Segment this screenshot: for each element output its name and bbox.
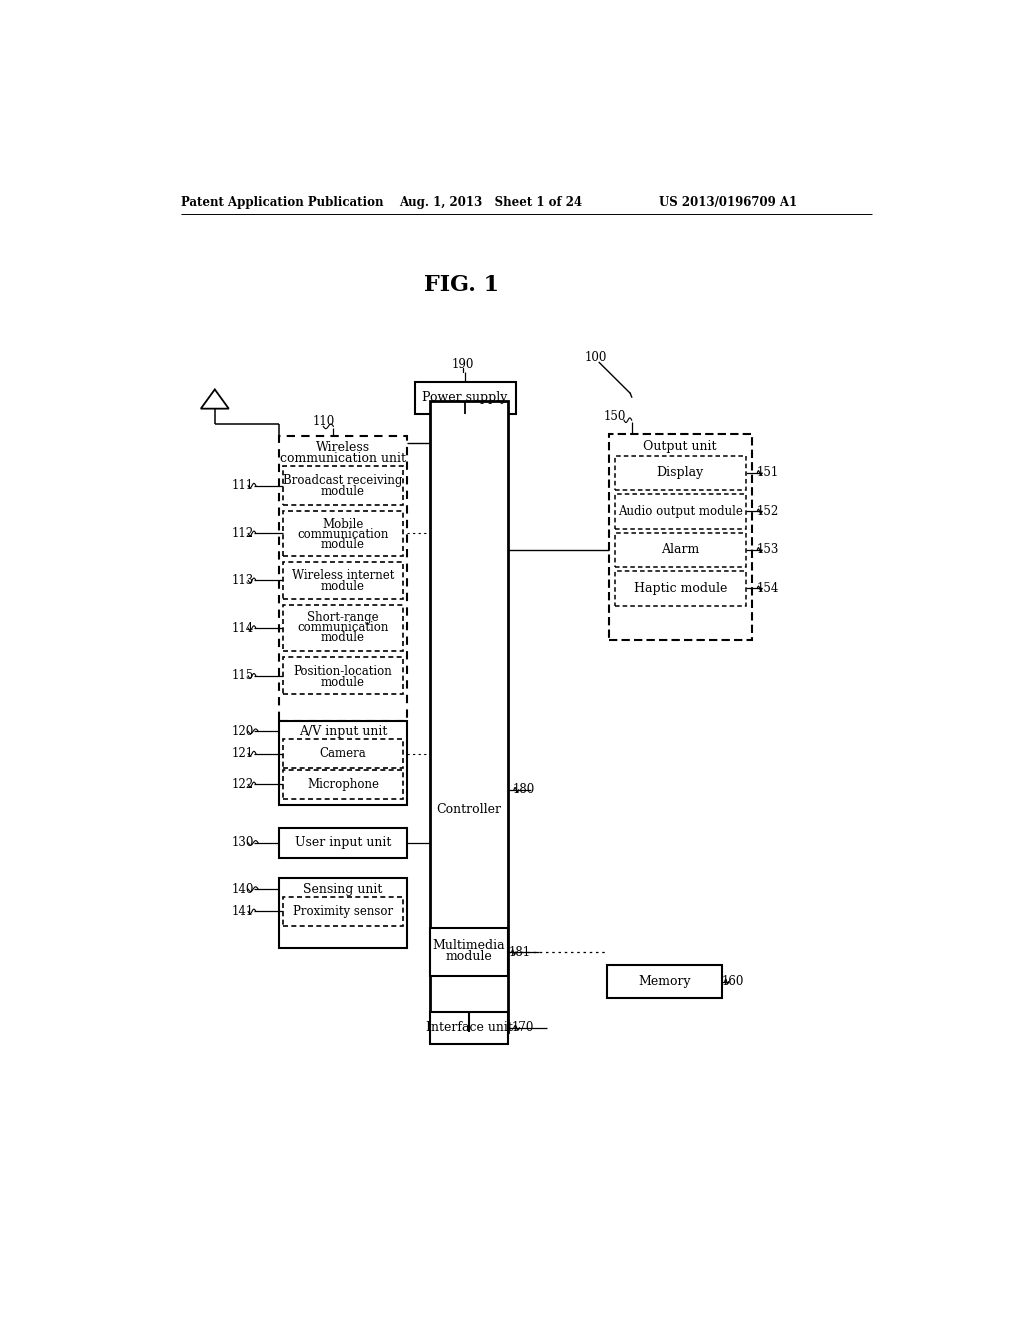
Bar: [280, 436, 407, 721]
Bar: [283, 511, 403, 556]
Text: Memory: Memory: [638, 975, 690, 989]
Bar: [283, 605, 403, 651]
Text: Sensing unit: Sensing unit: [303, 883, 383, 896]
Text: communication: communication: [297, 620, 389, 634]
Text: Proximity sensor: Proximity sensor: [293, 906, 393, 917]
Text: Haptic module: Haptic module: [634, 582, 727, 595]
Text: 121: 121: [231, 747, 254, 760]
Text: module: module: [322, 631, 366, 644]
Text: 140: 140: [231, 883, 254, 896]
Text: Broadcast receiving: Broadcast receiving: [284, 474, 402, 487]
Polygon shape: [201, 389, 228, 409]
Text: 141: 141: [231, 906, 254, 917]
Text: Output unit: Output unit: [643, 440, 717, 453]
Text: 160: 160: [721, 975, 743, 989]
Text: 111: 111: [231, 479, 254, 492]
Text: 152: 152: [757, 506, 778, 517]
Text: 181: 181: [508, 945, 530, 958]
Text: 151: 151: [757, 466, 778, 479]
Bar: [614, 572, 745, 606]
Bar: [607, 965, 722, 998]
Text: 170: 170: [512, 1022, 535, 1035]
Bar: [283, 770, 403, 799]
Text: 120: 120: [231, 725, 254, 738]
Bar: [430, 928, 508, 977]
Bar: [283, 466, 403, 506]
Text: 180: 180: [512, 783, 535, 796]
Text: FIG. 1: FIG. 1: [424, 275, 499, 297]
Bar: [614, 494, 745, 529]
Bar: [283, 562, 403, 599]
Text: 114: 114: [231, 622, 254, 635]
Text: User input unit: User input unit: [295, 837, 391, 850]
Text: module: module: [322, 579, 366, 593]
Text: module: module: [445, 950, 493, 964]
Text: 110: 110: [312, 416, 335, 428]
Bar: [608, 434, 752, 640]
Text: Power supply: Power supply: [423, 391, 508, 404]
Text: Controller: Controller: [436, 803, 502, 816]
Text: communication unit: communication unit: [280, 453, 407, 465]
Bar: [614, 532, 745, 568]
Text: Alarm: Alarm: [662, 544, 699, 557]
Text: 122: 122: [231, 777, 254, 791]
Bar: [430, 1011, 508, 1044]
Text: Display: Display: [656, 466, 703, 479]
Bar: [283, 739, 403, 768]
Text: Patent Application Publication: Patent Application Publication: [180, 195, 383, 209]
Text: Position-location: Position-location: [294, 665, 392, 677]
Text: 150: 150: [603, 409, 626, 422]
Text: Wireless: Wireless: [316, 441, 370, 454]
Text: 154: 154: [756, 582, 778, 595]
Bar: [614, 455, 745, 490]
Text: Wireless internet: Wireless internet: [292, 569, 394, 582]
Bar: [415, 381, 515, 414]
Text: Camera: Camera: [319, 747, 367, 760]
Text: 130: 130: [231, 837, 254, 850]
Bar: [280, 721, 407, 805]
Text: 190: 190: [452, 358, 474, 371]
Bar: [430, 401, 508, 1032]
Text: module: module: [322, 676, 366, 689]
Text: module: module: [322, 484, 366, 498]
Text: 115: 115: [231, 669, 254, 682]
Text: Short-range: Short-range: [307, 611, 379, 624]
Bar: [283, 896, 403, 927]
Text: Microphone: Microphone: [307, 777, 379, 791]
Bar: [280, 829, 407, 858]
Text: Aug. 1, 2013   Sheet 1 of 24: Aug. 1, 2013 Sheet 1 of 24: [399, 195, 583, 209]
Text: 112: 112: [231, 527, 254, 540]
Text: 100: 100: [584, 351, 606, 363]
Text: Multimedia: Multimedia: [433, 939, 505, 952]
Text: Mobile: Mobile: [323, 519, 364, 532]
Text: communication: communication: [297, 528, 389, 541]
Text: Interface unit: Interface unit: [426, 1022, 512, 1035]
Bar: [280, 878, 407, 948]
Text: A/V input unit: A/V input unit: [299, 725, 387, 738]
Bar: [283, 657, 403, 694]
Text: 113: 113: [231, 574, 254, 587]
Text: 153: 153: [756, 544, 778, 557]
Text: Audio output module: Audio output module: [617, 506, 742, 517]
Text: US 2013/0196709 A1: US 2013/0196709 A1: [658, 195, 797, 209]
Text: module: module: [322, 539, 366, 552]
